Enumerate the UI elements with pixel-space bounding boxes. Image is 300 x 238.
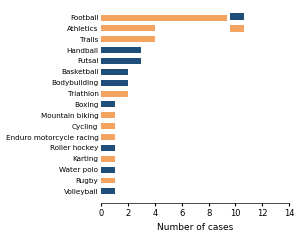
Legend: Indoor, Outdoor: Indoor, Outdoor (227, 9, 285, 36)
Bar (101, 178, 115, 183)
Bar (101, 123, 115, 129)
Bar (101, 167, 115, 173)
Bar (101, 25, 155, 31)
Bar (101, 101, 115, 107)
Bar (101, 145, 115, 151)
Bar (101, 47, 142, 53)
Bar (101, 80, 128, 86)
Bar (101, 15, 276, 20)
X-axis label: Number of cases: Number of cases (157, 223, 233, 233)
Bar (101, 91, 128, 97)
Bar (101, 36, 155, 42)
Bar (101, 58, 142, 64)
Bar (101, 134, 115, 140)
Bar (101, 188, 115, 194)
Bar (101, 69, 128, 75)
Bar (101, 112, 115, 118)
Bar (101, 156, 115, 162)
